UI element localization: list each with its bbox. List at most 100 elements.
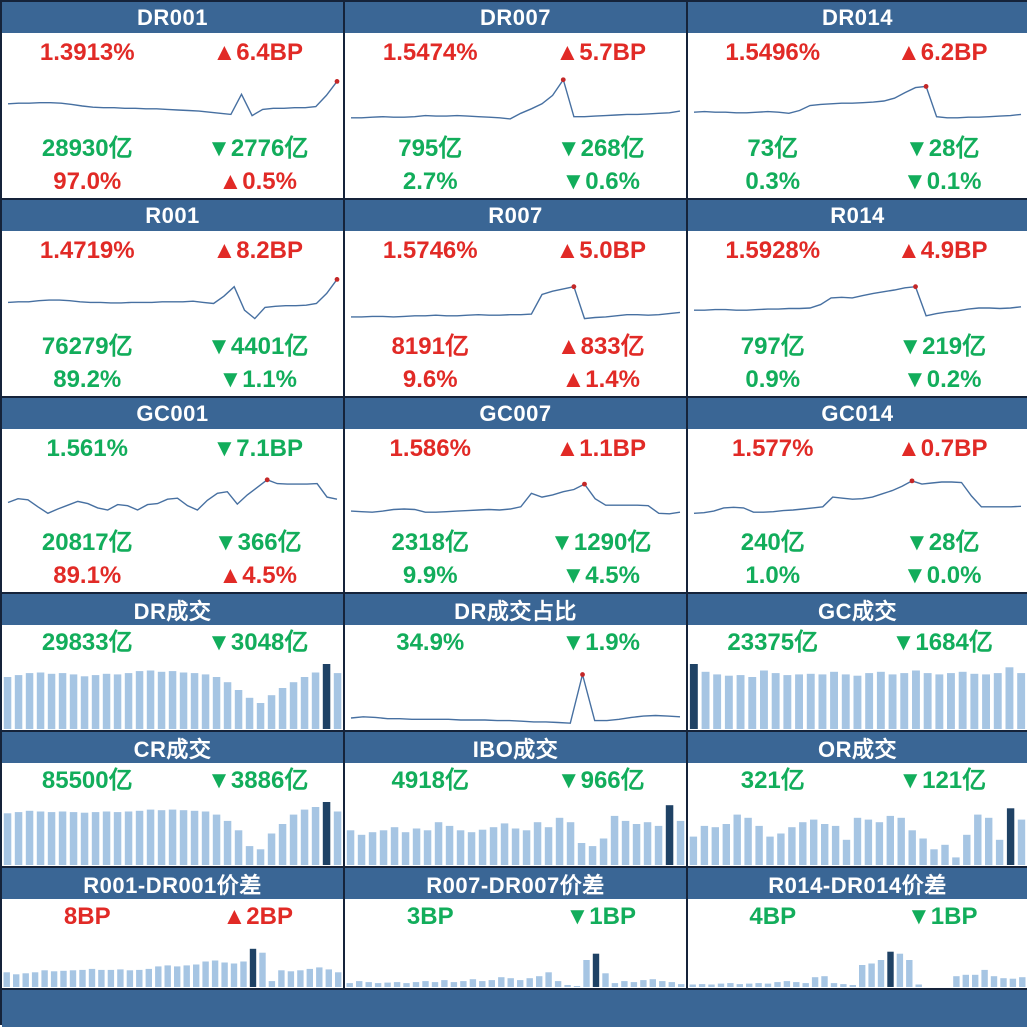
- rate-value: 1.5928%: [688, 234, 858, 267]
- panel-header: DR成交: [2, 594, 343, 625]
- share-value: 97.0%: [2, 165, 173, 198]
- panel-title: IBO成交: [473, 732, 559, 764]
- panel-header: R014: [688, 200, 1027, 231]
- spread-change: ▲2BP: [173, 901, 344, 933]
- panel-header: DR成交占比: [345, 594, 686, 625]
- spread-change: ▼1BP: [858, 901, 1027, 933]
- footer-bar: [2, 990, 1027, 1027]
- rate-value: 1.4719%: [2, 234, 173, 267]
- panel-title: GC007: [479, 401, 551, 427]
- gc-volume-bars: [688, 659, 1027, 730]
- panel-title: R001-DR001价差: [83, 868, 261, 900]
- rate-value: 1.561%: [2, 432, 173, 465]
- panel-header: DR014: [688, 2, 1027, 33]
- panel-title: R007-DR007价差: [426, 868, 604, 900]
- panel-gc001[interactable]: GC001 1.561%▼7.1BP 20817亿▼366亿 89.1%▲4.5…: [2, 398, 345, 594]
- volume-value: 321亿: [688, 765, 858, 797]
- share-change: ▲1.4%: [516, 363, 687, 396]
- volume-value: 23375亿: [688, 627, 858, 659]
- volume-change: ▼28亿: [858, 526, 1027, 559]
- volume-change: ▼366亿: [173, 526, 344, 559]
- dr001-sparkline: [2, 69, 343, 132]
- panel-dr007[interactable]: DR007 1.5474%▲5.7BP 795亿▼268亿 2.7%▼0.6%: [345, 2, 688, 200]
- rate-change: ▼7.1BP: [173, 432, 344, 465]
- r014-dr014-spread-bars: [688, 933, 1027, 988]
- panel-header: R007-DR007价差: [345, 868, 686, 899]
- rate-value: 1.577%: [688, 432, 858, 465]
- volume-value: 240亿: [688, 526, 858, 559]
- panel-title: DR成交: [134, 594, 212, 626]
- volume-value: 8191亿: [345, 330, 516, 363]
- panel-cr-volume[interactable]: CR成交 85500亿▼3886亿: [2, 732, 345, 868]
- panel-title: GC001: [136, 401, 208, 427]
- panel-header: GC成交: [688, 594, 1027, 625]
- rate-change: ▲5.7BP: [516, 36, 687, 69]
- volume-change: ▼2776亿: [173, 132, 344, 165]
- panel-r014-dr014-spread[interactable]: R014-DR014价差 4BP▼1BP: [688, 868, 1027, 990]
- rate-change: ▲0.7BP: [858, 432, 1027, 465]
- volume-change: ▼28亿: [858, 132, 1027, 165]
- panel-header: OR成交: [688, 732, 1027, 763]
- share-value: 2.7%: [345, 165, 516, 198]
- share-value: 89.2%: [2, 363, 173, 396]
- rate-value: 1.5496%: [688, 36, 858, 69]
- share-value: 34.9%: [345, 627, 516, 659]
- panel-title: DR001: [137, 5, 208, 31]
- cr-volume-bars: [2, 797, 343, 866]
- volume-change: ▼3886亿: [173, 765, 344, 797]
- r007-sparkline: [345, 267, 686, 330]
- panel-dr014[interactable]: DR014 1.5496%▲6.2BP 73亿▼28亿 0.3%▼0.1%: [688, 2, 1027, 200]
- volume-change: ▼219亿: [858, 330, 1027, 363]
- r001-sparkline: [2, 267, 343, 330]
- panel-title: DR007: [480, 5, 551, 31]
- rate-change: ▲5.0BP: [516, 234, 687, 267]
- panel-dr-volume-share[interactable]: DR成交占比 34.9%▼1.9%: [345, 594, 688, 732]
- panel-title: DR成交占比: [454, 594, 577, 626]
- volume-value: 85500亿: [2, 765, 173, 797]
- share-value: 0.3%: [688, 165, 858, 198]
- dr-volume-bars: [2, 659, 343, 730]
- panel-dr001[interactable]: DR001 1.3913%▲6.4BP 28930亿▼2776亿 97.0%▲0…: [2, 2, 345, 200]
- rate-change: ▲8.2BP: [173, 234, 344, 267]
- panel-gc-volume[interactable]: GC成交 23375亿▼1684亿: [688, 594, 1027, 732]
- spread-value: 8BP: [2, 901, 173, 933]
- volume-value: 29833亿: [2, 627, 173, 659]
- panel-title: R001: [145, 203, 200, 229]
- rate-change: ▲6.4BP: [173, 36, 344, 69]
- volume-value: 20817亿: [2, 526, 173, 559]
- volume-value: 4918亿: [345, 765, 516, 797]
- panel-r001[interactable]: R001 1.4719%▲8.2BP 76279亿▼4401亿 89.2%▼1.…: [2, 200, 345, 398]
- panel-header: R001-DR001价差: [2, 868, 343, 899]
- panel-dr-volume[interactable]: DR成交 29833亿▼3048亿: [2, 594, 345, 732]
- panel-or-volume[interactable]: OR成交 321亿▼121亿: [688, 732, 1027, 868]
- or-volume-bars: [688, 797, 1027, 866]
- rate-change: ▲4.9BP: [858, 234, 1027, 267]
- share-value: 1.0%: [688, 559, 858, 592]
- volume-change: ▼966亿: [516, 765, 687, 797]
- volume-value: 76279亿: [2, 330, 173, 363]
- share-change: ▼1.1%: [173, 363, 344, 396]
- gc007-sparkline: [345, 465, 686, 526]
- share-change: ▼0.1%: [858, 165, 1027, 198]
- panel-r007[interactable]: R007 1.5746%▲5.0BP 8191亿▲833亿 9.6%▲1.4%: [345, 200, 688, 398]
- share-change: ▲0.5%: [173, 165, 344, 198]
- rate-value: 1.5474%: [345, 36, 516, 69]
- r001-dr001-spread-bars: [2, 933, 343, 988]
- panel-title: GC成交: [818, 594, 897, 626]
- panel-ibo-volume[interactable]: IBO成交 4918亿▼966亿: [345, 732, 688, 868]
- rate-value: 1.5746%: [345, 234, 516, 267]
- rate-change: ▲1.1BP: [516, 432, 687, 465]
- panel-r014[interactable]: R014 1.5928%▲4.9BP 797亿▼219亿 0.9%▼0.2%: [688, 200, 1027, 398]
- dr-volume-share-sparkline: [345, 659, 686, 730]
- panel-header: R007: [345, 200, 686, 231]
- share-value: 9.6%: [345, 363, 516, 396]
- share-value: 89.1%: [2, 559, 173, 592]
- panel-header: DR007: [345, 2, 686, 33]
- panel-title: OR成交: [818, 732, 897, 764]
- dr014-sparkline: [688, 69, 1027, 132]
- panel-r001-dr001-spread[interactable]: R001-DR001价差 8BP▲2BP: [2, 868, 345, 990]
- panel-gc007[interactable]: GC007 1.586%▲1.1BP 2318亿▼1290亿 9.9%▼4.5%: [345, 398, 688, 594]
- panel-gc014[interactable]: GC014 1.577%▲0.7BP 240亿▼28亿 1.0%▼0.0%: [688, 398, 1027, 594]
- panel-r007-dr007-spread[interactable]: R007-DR007价差 3BP▼1BP: [345, 868, 688, 990]
